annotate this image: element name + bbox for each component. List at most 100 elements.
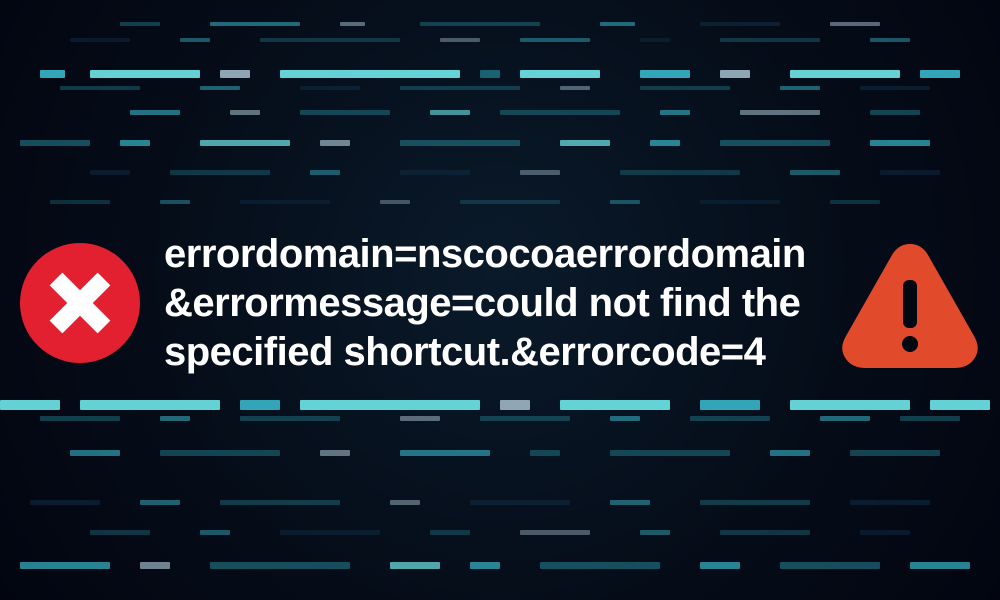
glitch-row bbox=[0, 140, 1000, 146]
glitch-row bbox=[0, 200, 1000, 204]
glitch-segment bbox=[140, 562, 170, 569]
glitch-row bbox=[0, 530, 1000, 535]
glitch-segment bbox=[820, 416, 870, 421]
glitch-row bbox=[0, 500, 1000, 505]
glitch-row bbox=[0, 38, 1000, 42]
glitch-segment bbox=[40, 416, 120, 421]
glitch-segment bbox=[530, 450, 560, 456]
glitch-segment bbox=[640, 530, 670, 535]
glitch-segment bbox=[160, 450, 280, 456]
glitch-segment bbox=[720, 38, 820, 42]
warning-triangle-icon bbox=[840, 238, 980, 368]
glitch-segment bbox=[90, 530, 150, 535]
glitch-segment bbox=[430, 530, 470, 535]
glitch-segment bbox=[540, 562, 660, 569]
glitch-segment bbox=[180, 38, 210, 42]
glitch-segment bbox=[720, 140, 830, 146]
glitch-segment bbox=[780, 86, 820, 90]
glitch-segment bbox=[610, 416, 640, 421]
glitch-segment bbox=[620, 170, 740, 175]
glitch-segment bbox=[740, 110, 820, 115]
glitch-segment bbox=[200, 86, 240, 90]
glitch-segment bbox=[230, 110, 260, 115]
glitch-row bbox=[0, 70, 1000, 78]
glitch-segment bbox=[560, 140, 610, 146]
glitch-segment bbox=[300, 110, 390, 115]
error-x-icon bbox=[20, 243, 140, 363]
glitch-segment bbox=[610, 500, 650, 505]
glitch-segment bbox=[830, 22, 880, 26]
glitch-segment bbox=[280, 70, 460, 78]
glitch-row bbox=[0, 400, 1000, 410]
glitch-segment bbox=[880, 170, 940, 175]
glitch-segment bbox=[460, 200, 560, 204]
glitch-segment bbox=[240, 200, 330, 204]
glitch-segment bbox=[400, 416, 440, 421]
glitch-segment bbox=[770, 450, 810, 456]
glitch-segment bbox=[300, 86, 360, 90]
glitch-row bbox=[0, 110, 1000, 115]
glitch-segment bbox=[170, 170, 270, 175]
glitch-segment bbox=[130, 110, 180, 115]
glitch-segment bbox=[690, 416, 770, 421]
glitch-segment bbox=[40, 70, 65, 78]
glitch-segment bbox=[120, 22, 160, 26]
glitch-segment bbox=[200, 530, 230, 535]
glitch-segment bbox=[220, 500, 340, 505]
glitch-segment bbox=[90, 70, 200, 78]
glitch-segment bbox=[640, 86, 730, 90]
glitch-segment bbox=[20, 140, 90, 146]
glitch-segment bbox=[830, 200, 880, 204]
glitch-segment bbox=[610, 200, 640, 204]
glitch-segment bbox=[120, 140, 150, 146]
glitch-segment bbox=[720, 530, 810, 535]
glitch-segment bbox=[610, 450, 730, 456]
glitch-segment bbox=[790, 70, 900, 78]
glitch-segment bbox=[400, 170, 470, 175]
glitch-segment bbox=[560, 400, 670, 410]
error-content-row: errordomain=nscocoaerrordomain &errormes… bbox=[0, 230, 1000, 376]
glitch-row bbox=[0, 22, 1000, 26]
glitch-segment bbox=[420, 22, 540, 26]
glitch-segment bbox=[500, 400, 530, 410]
glitch-segment bbox=[440, 38, 480, 42]
glitch-segment bbox=[500, 110, 620, 115]
glitch-segment bbox=[640, 70, 690, 78]
glitch-segment bbox=[340, 22, 365, 26]
glitch-segment bbox=[70, 38, 130, 42]
glitch-segment bbox=[790, 170, 840, 175]
glitch-segment bbox=[60, 86, 140, 90]
glitch-segment bbox=[240, 416, 340, 421]
glitch-segment bbox=[850, 500, 930, 505]
glitch-segment bbox=[0, 400, 60, 410]
glitch-segment bbox=[520, 170, 560, 175]
glitch-segment bbox=[910, 562, 970, 569]
glitch-segment bbox=[470, 562, 500, 569]
glitch-segment bbox=[600, 22, 635, 26]
glitch-segment bbox=[520, 70, 600, 78]
error-message-text: errordomain=nscocoaerrordomain &errormes… bbox=[164, 230, 816, 376]
glitch-segment bbox=[700, 562, 740, 569]
glitch-segment bbox=[700, 400, 760, 410]
glitch-segment bbox=[160, 200, 190, 204]
glitch-segment bbox=[400, 86, 520, 90]
glitch-segment bbox=[30, 500, 100, 505]
glitch-segment bbox=[700, 200, 780, 204]
glitch-segment bbox=[390, 500, 420, 505]
glitch-segment bbox=[70, 450, 120, 456]
glitch-segment bbox=[790, 400, 910, 410]
glitch-segment bbox=[400, 450, 490, 456]
glitch-segment bbox=[720, 70, 750, 78]
glitch-segment bbox=[700, 500, 810, 505]
glitch-segment bbox=[650, 140, 680, 146]
glitch-segment bbox=[780, 562, 880, 569]
glitch-segment bbox=[870, 140, 930, 146]
glitch-segment bbox=[300, 400, 480, 410]
glitch-segment bbox=[640, 38, 670, 42]
glitch-segment bbox=[260, 38, 400, 42]
glitch-segment bbox=[90, 170, 130, 175]
glitch-segment bbox=[660, 110, 690, 115]
glitch-segment bbox=[390, 562, 440, 569]
glitch-segment bbox=[560, 86, 590, 90]
glitch-segment bbox=[700, 22, 780, 26]
